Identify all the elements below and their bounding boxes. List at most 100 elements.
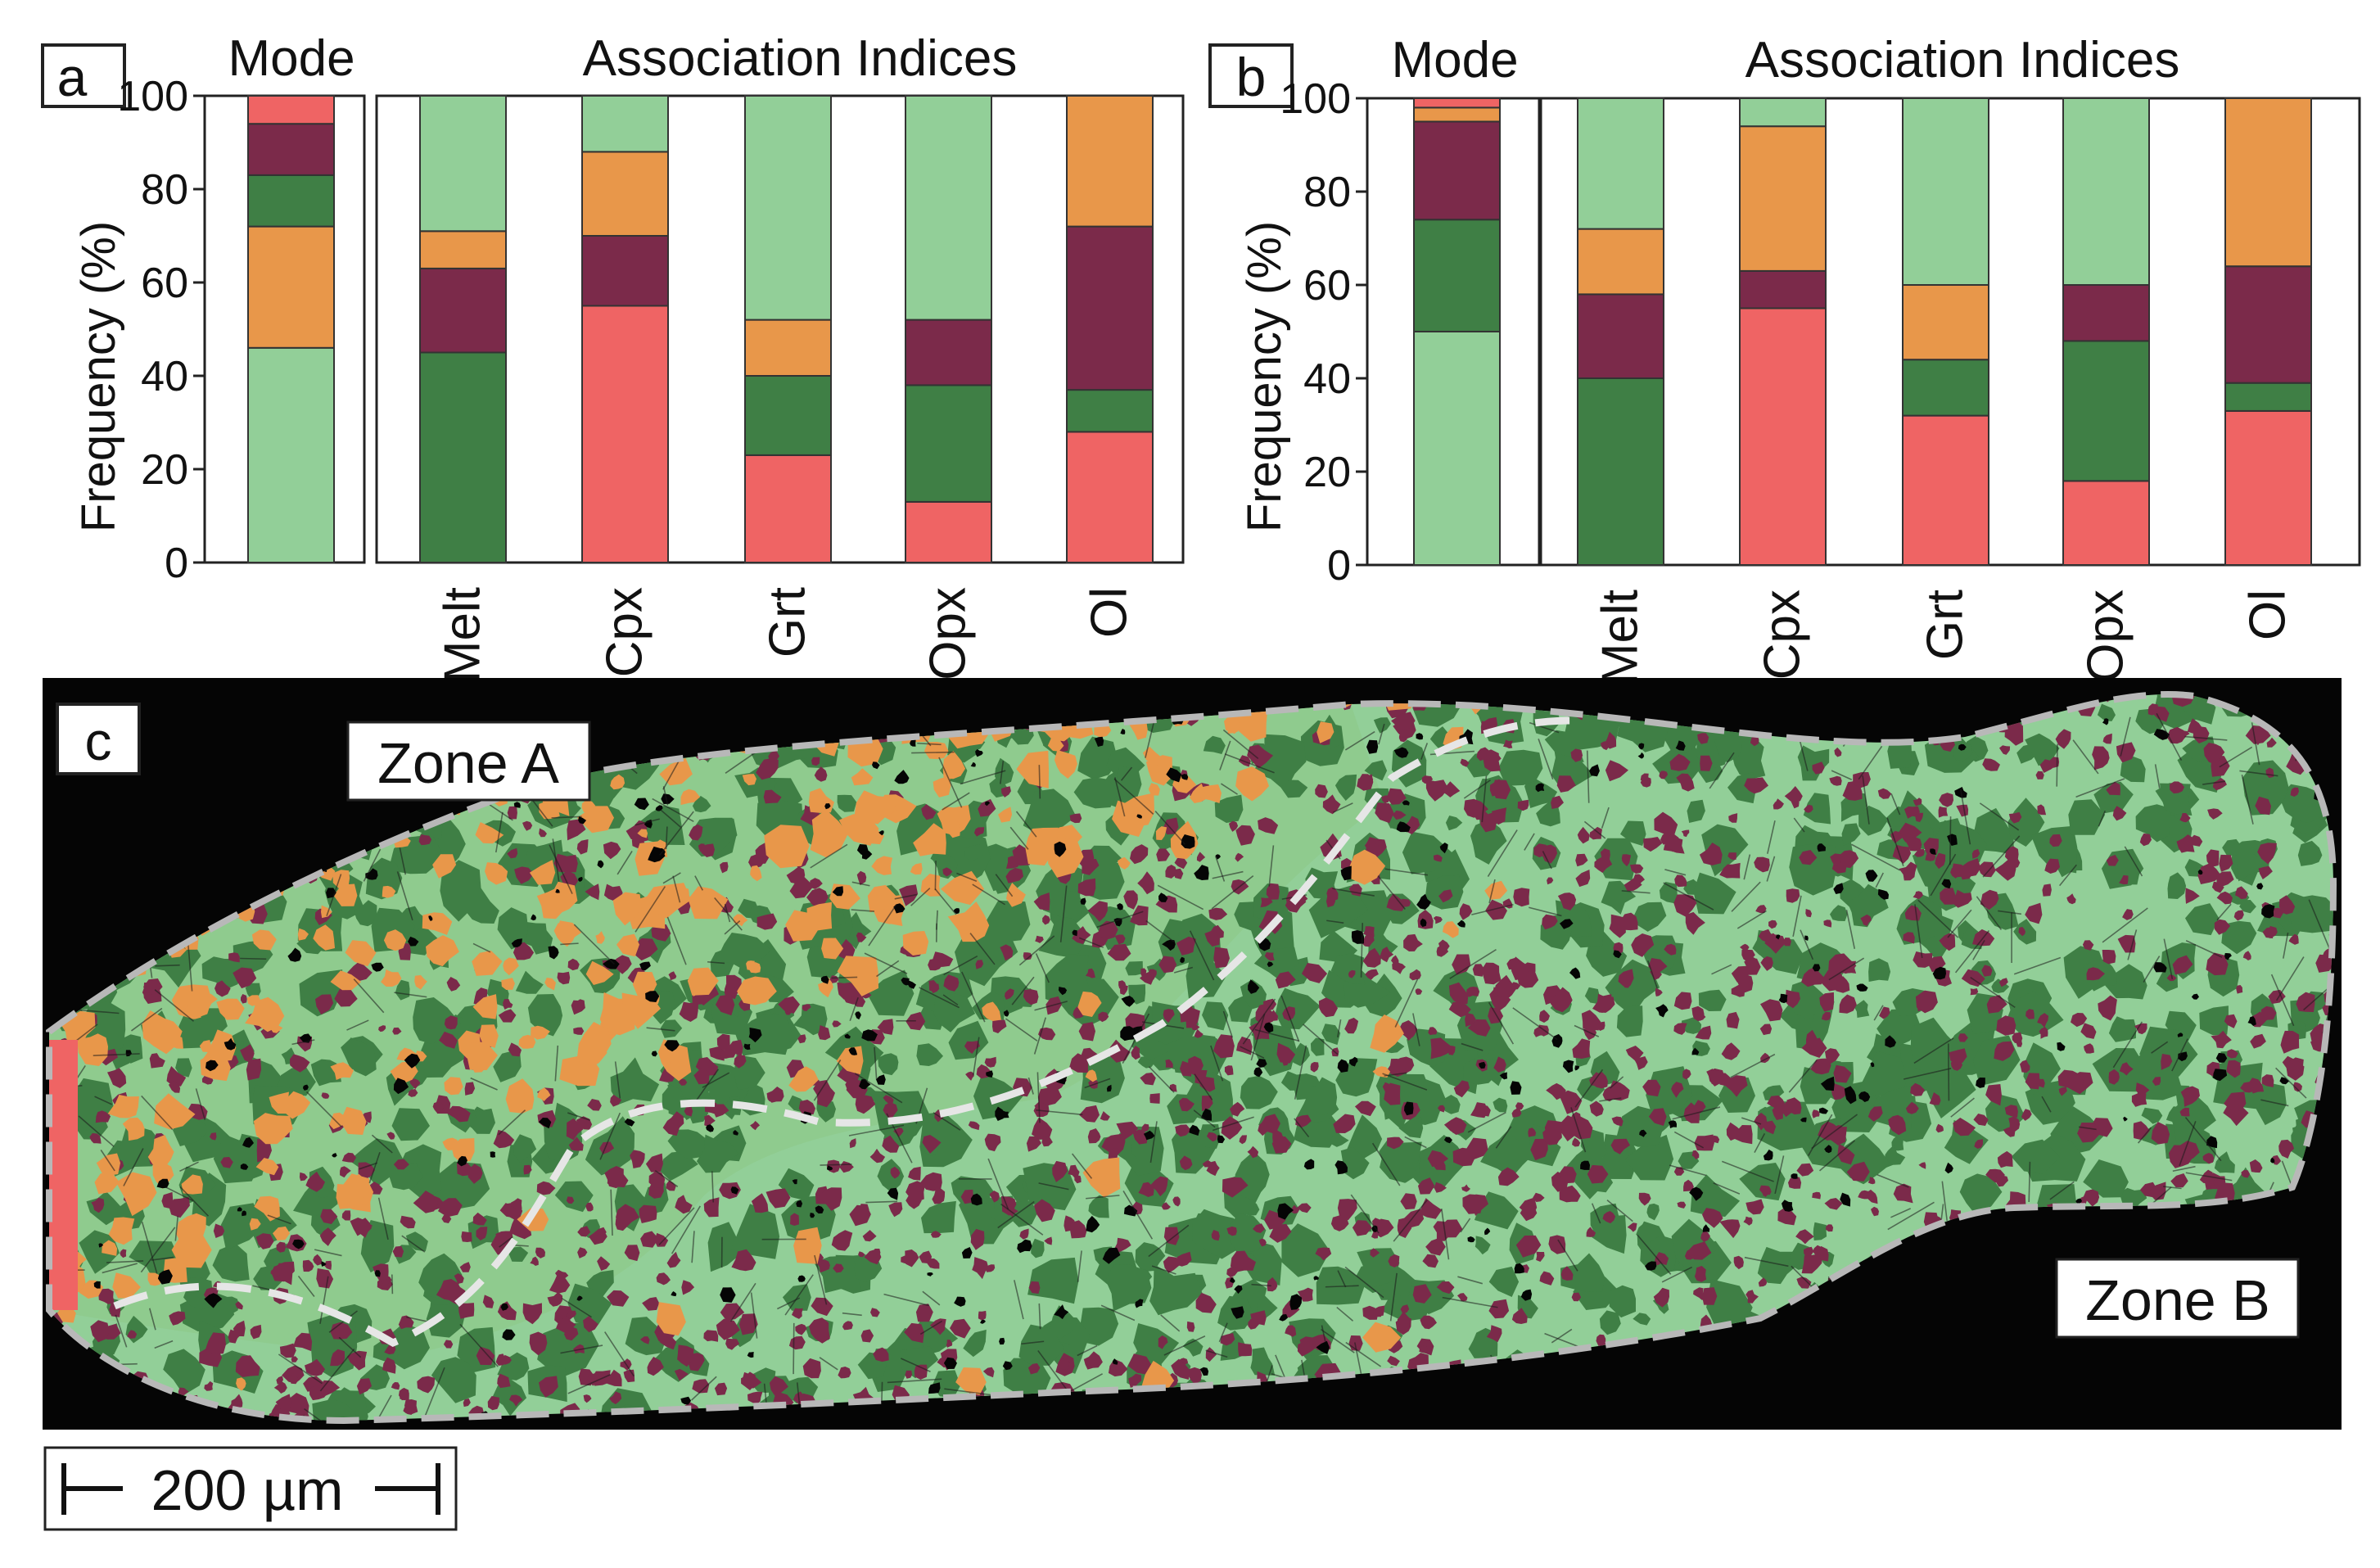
orange-grain bbox=[330, 1062, 354, 1080]
pore bbox=[2224, 953, 2232, 960]
grain-boundary bbox=[919, 1320, 943, 1335]
pore bbox=[733, 1130, 738, 1136]
maroon-grain bbox=[603, 841, 621, 860]
maroon-grain bbox=[1673, 894, 1697, 917]
orange-grain bbox=[610, 774, 625, 790]
grain-boundary bbox=[1442, 1296, 1498, 1308]
pore bbox=[999, 1337, 1005, 1345]
maroon-grain bbox=[1229, 820, 1239, 832]
orange-grain bbox=[77, 1033, 108, 1066]
maroon-grain bbox=[1938, 806, 1949, 818]
y-tick-label: 20 bbox=[1303, 449, 1351, 496]
maroon-grain bbox=[1418, 1177, 1435, 1195]
orange-grain bbox=[329, 1112, 345, 1130]
maroon-grain bbox=[1266, 883, 1280, 900]
grain-boundary bbox=[1173, 966, 1194, 974]
maroon-grain bbox=[984, 1133, 1001, 1152]
maroon-grain bbox=[2116, 742, 2136, 763]
dark-green-grain bbox=[1380, 1141, 1422, 1183]
maroon-grain bbox=[1605, 760, 1628, 782]
bar-ol bbox=[2224, 97, 2312, 566]
maroon-grain bbox=[2261, 1074, 2274, 1087]
maroon-grain bbox=[1000, 944, 1014, 961]
grain-boundary bbox=[2041, 1096, 2052, 1113]
maroon-grain bbox=[1384, 1082, 1401, 1105]
bar-opx-segment-maroon bbox=[2062, 284, 2150, 342]
pore bbox=[943, 1357, 957, 1369]
maroon-grain bbox=[1587, 1164, 1609, 1184]
maroon-grain bbox=[833, 1263, 844, 1273]
pore bbox=[365, 868, 378, 880]
maroon-grain bbox=[594, 1227, 607, 1236]
maroon-grain bbox=[814, 766, 828, 782]
maroon-grain bbox=[930, 1318, 946, 1335]
pore bbox=[93, 1281, 101, 1289]
grain-boundary bbox=[1325, 1285, 1359, 1288]
maroon-grain bbox=[1285, 1325, 1297, 1337]
panel-a-assoc-title: Association Indices bbox=[583, 30, 1018, 87]
maroon-grain bbox=[1601, 741, 1610, 751]
grain-boundary bbox=[1222, 729, 1259, 760]
grain-boundary bbox=[1220, 783, 1238, 795]
grain-boundary bbox=[2308, 899, 2332, 951]
grain-boundary bbox=[793, 1322, 795, 1375]
maroon-grain bbox=[634, 938, 658, 961]
dark-green-grain bbox=[1077, 736, 1118, 779]
maroon-grain bbox=[413, 1191, 439, 1213]
maroon-grain bbox=[1425, 779, 1448, 802]
maroon-grain bbox=[233, 967, 257, 989]
y-tick-label: 0 bbox=[1327, 542, 1351, 590]
maroon-grain bbox=[716, 1033, 730, 1051]
grain-boundary bbox=[1570, 1107, 1587, 1153]
orange-grain bbox=[1054, 750, 1077, 779]
maroon-grain bbox=[1486, 1325, 1502, 1343]
grain-boundary bbox=[2163, 938, 2174, 979]
maroon-grain bbox=[1971, 848, 1980, 859]
maroon-grain bbox=[2025, 902, 2043, 924]
pore bbox=[1947, 834, 1958, 846]
orange-grain bbox=[595, 931, 605, 944]
maroon-grain bbox=[1795, 1229, 1814, 1245]
grain-boundary bbox=[391, 1274, 394, 1295]
grain-boundary bbox=[1014, 1280, 1024, 1320]
maroon-grain bbox=[1910, 1082, 1925, 1096]
maroon-grain bbox=[522, 1303, 542, 1325]
maroon-grain bbox=[1107, 943, 1131, 961]
maroon-grain bbox=[864, 1248, 882, 1265]
maroon-grain bbox=[273, 1380, 287, 1394]
dark-green-grain bbox=[175, 1058, 192, 1078]
pore bbox=[1120, 1026, 1135, 1042]
grain-boundary bbox=[1219, 740, 1231, 770]
maroon-grain bbox=[178, 1387, 189, 1397]
maroon-grain bbox=[1386, 893, 1407, 911]
orange-grain bbox=[467, 1042, 498, 1070]
orange-grain bbox=[913, 823, 946, 856]
maroon-grain bbox=[1196, 852, 1206, 862]
maroon-grain bbox=[1235, 852, 1244, 862]
maroon-grain bbox=[1258, 1238, 1267, 1247]
grain-boundary bbox=[911, 751, 955, 754]
maroon-grain bbox=[1158, 1335, 1168, 1349]
dark-green-grain bbox=[1763, 1085, 1785, 1101]
dark-green-grain bbox=[220, 1203, 265, 1250]
grain-boundary bbox=[1487, 829, 1518, 877]
dark-green-grain bbox=[497, 1352, 530, 1380]
maroon-grain bbox=[674, 1368, 689, 1381]
pore bbox=[1337, 1059, 1349, 1073]
grain-boundary bbox=[551, 816, 582, 819]
grain-boundary bbox=[371, 1134, 393, 1154]
maroon-grain bbox=[2268, 925, 2278, 939]
pore bbox=[1932, 966, 1946, 980]
grain-boundary bbox=[1337, 1270, 1347, 1288]
maroon-grain bbox=[1570, 748, 1583, 762]
maroon-grain bbox=[1818, 1245, 1829, 1262]
maroon-grain bbox=[241, 994, 247, 1004]
maroon-grain bbox=[1441, 781, 1461, 798]
dark-green-grain bbox=[386, 1322, 430, 1370]
maroon-grain bbox=[1821, 1011, 1831, 1021]
grain-boundary bbox=[1071, 1153, 1093, 1179]
dark-green-grain bbox=[431, 1357, 476, 1403]
category-label-melt: Melt bbox=[435, 587, 491, 683]
maroon-grain bbox=[1165, 865, 1176, 879]
maroon-grain bbox=[560, 870, 579, 888]
